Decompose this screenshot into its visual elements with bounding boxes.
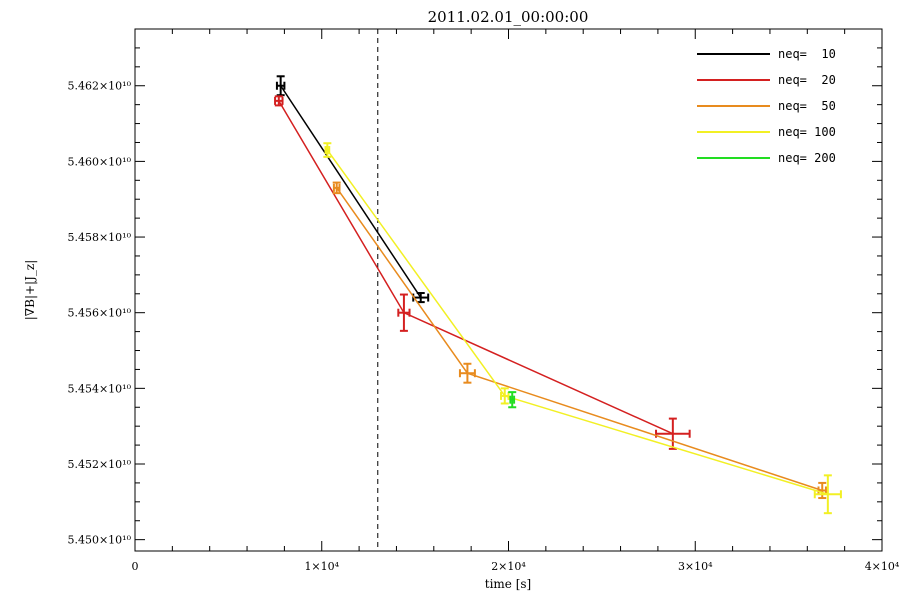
- series-group: [274, 95, 691, 450]
- y-tick-label: 5.454×10¹⁰: [67, 382, 131, 395]
- legend-entry: neq= 200: [697, 151, 836, 165]
- data-point: [500, 387, 510, 405]
- legend-entry: neq= 50: [697, 99, 836, 113]
- legend-label: neq= 50: [778, 99, 836, 113]
- data-point: [274, 95, 284, 107]
- legend-entry: neq= 100: [697, 125, 836, 139]
- series-line: [326, 149, 829, 495]
- series-group: [275, 75, 430, 304]
- series-group: [323, 142, 842, 515]
- series-line: [280, 85, 422, 298]
- y-tick-label: 5.450×10¹⁰: [67, 534, 131, 547]
- legend-label: neq= 10: [778, 47, 836, 61]
- data-point: [508, 391, 517, 409]
- x-tick-label: 4×10⁴: [865, 560, 900, 573]
- legend-label: neq= 20: [778, 73, 836, 87]
- plot-area: 0 1×10⁴ 2×10⁴ 3×10⁴ 4×10⁴ 5.450×10¹⁰ 5.452×10¹…: [67, 28, 900, 573]
- data-point: [332, 181, 341, 195]
- data-point: [813, 474, 842, 515]
- y-tick-label: 5.462×10¹⁰: [67, 80, 131, 93]
- y-tick-label: 5.460×10¹⁰: [67, 155, 131, 168]
- x-tick-label: 1×10⁴: [304, 560, 339, 573]
- data-point: [655, 417, 691, 450]
- series-group: [332, 181, 827, 500]
- legend-entry: neq= 20: [697, 73, 836, 87]
- legend-label: neq= 200: [778, 151, 836, 165]
- series-line: [336, 187, 823, 492]
- y-tick-label: 5.458×10¹⁰: [67, 231, 131, 244]
- legend: neq= 10 neq= 20 neq= 50 neq= 100 neq= 200: [697, 47, 836, 165]
- y-axis-label: |∇B|+|J_z|: [23, 260, 37, 321]
- legend-entry: neq= 10: [697, 47, 836, 61]
- data-point: [397, 293, 411, 332]
- data-point: [275, 75, 286, 97]
- series-group: [508, 391, 517, 409]
- x-tick-label: 0: [132, 560, 139, 573]
- data-point: [458, 362, 476, 384]
- y-tick-label: 5.456×10¹⁰: [67, 307, 131, 320]
- x-tick-label: 3×10⁴: [678, 560, 713, 573]
- legend-label: neq= 100: [778, 125, 836, 139]
- chart-title: 2011.02.01_00:00:00: [428, 8, 589, 26]
- y-tick-label: 5.452×10¹⁰: [67, 458, 131, 471]
- data-point: [817, 481, 827, 500]
- series-line: [278, 100, 674, 435]
- x-axis-label: time [s]: [485, 577, 531, 591]
- x-tick-label: 2×10⁴: [491, 560, 526, 573]
- data-point: [323, 142, 332, 158]
